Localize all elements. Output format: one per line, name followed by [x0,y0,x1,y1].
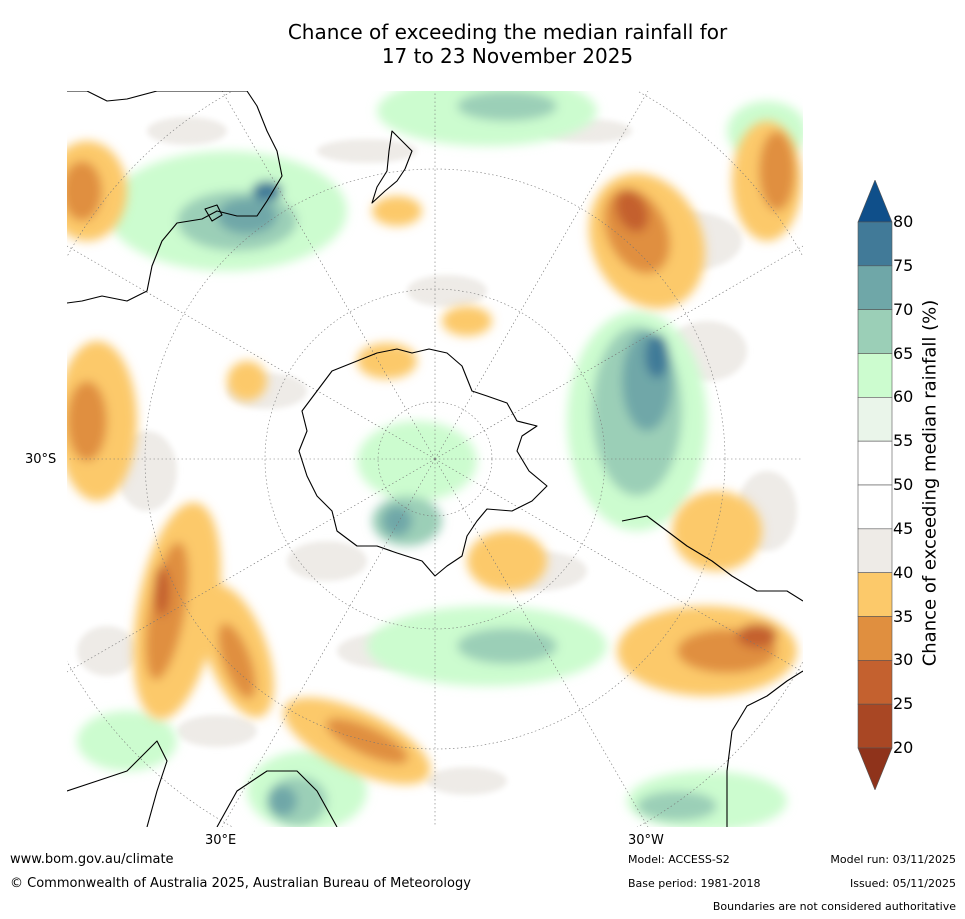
wet-anomalies [77,91,803,827]
footer-copyright: © Commonwealth of Australia 2025, Austra… [10,876,471,891]
colorbar-tick-label: 45 [893,518,914,538]
colorbar-tick-label: 75 [893,255,914,275]
colorbar-bin [857,180,893,223]
colorbar-tick-label: 30 [893,650,914,670]
title-line-1: Chance of exceeding the median rainfall … [287,20,728,44]
colorbar-bin [857,572,893,617]
africa-east-outline [216,770,338,827]
colorbar-tick-label: 70 [893,299,914,319]
colorbar [857,180,893,790]
colorbar-bins [857,180,893,790]
footer-website: www.bom.gov.au/climate [10,852,174,867]
colorbar-bin [857,440,893,486]
colorbar-tick-label: 20 [893,738,914,757]
south-america-outline [621,515,803,827]
colorbar-tick-label: 60 [893,387,914,407]
map-svg [67,91,803,827]
axis-label-30w: 30°W [628,833,664,848]
tasmania-outline [204,204,223,222]
footer-model: Model: ACCESS-S2 [628,853,730,866]
footer-issued: Issued: 05/11/2025 [849,877,956,890]
new-zealand-outline [371,130,413,204]
axis-label-30e: 30°E [205,833,237,848]
colorbar-tick-label: 35 [893,606,914,626]
colorbar-tick-label: 80 [893,212,914,231]
graticule [67,91,803,827]
axis-label-30s: 30°S [25,452,57,467]
colorbar-tick-label: 40 [893,562,914,582]
chart-title: Chance of exceeding the median rainfall … [160,20,855,68]
colorbar-bin [857,616,893,661]
southern-africa-outline [67,740,168,827]
footer-disclaimer: Boundaries are not considered authoritat… [712,900,956,913]
title-line-2: 17 to 23 November 2025 [381,44,634,68]
colorbar-bin [857,221,893,267]
australia-outline [67,91,283,304]
footer-model-run: Model run: 03/11/2025 [830,853,956,866]
antarctica-outline [298,348,548,577]
colorbar-bin [857,703,893,749]
colorbar-bin [857,528,893,573]
colorbar-bin [857,265,893,310]
footer-base-period: Base period: 1981-2018 [628,877,761,890]
colorbar-bin [857,660,893,705]
coastlines [67,91,803,827]
colorbar-bin [857,397,893,442]
colorbar-tick-label: 55 [893,431,914,451]
dry-anomalies [67,121,802,785]
colorbar-bin [857,484,893,530]
colorbar-tick-label: 50 [893,475,914,494]
colorbar-bin [857,353,893,398]
colorbar-bin [857,747,893,790]
colorbar-bin [857,309,893,354]
colorbar-tick-label: 65 [893,343,914,363]
colorbar-title: Chance of exceeding median rainfall (%) [919,299,941,667]
rainfall-map [67,91,803,827]
colorbar-tick-label: 25 [893,694,914,714]
